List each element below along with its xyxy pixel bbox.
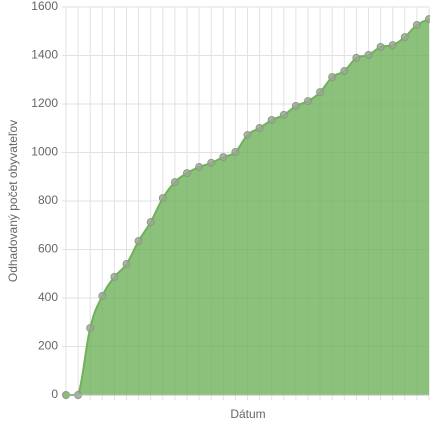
point <box>365 52 372 59</box>
y-tick-label: 800 <box>38 193 58 207</box>
point <box>401 34 408 41</box>
x-axis-label: Dátum <box>230 407 265 421</box>
y-tick-label: 400 <box>38 290 58 304</box>
y-tick-label: 200 <box>38 339 58 353</box>
point <box>208 159 215 166</box>
point <box>123 261 130 268</box>
point <box>244 132 251 139</box>
point <box>305 98 312 105</box>
point <box>292 102 299 109</box>
y-tick-label: 1000 <box>31 145 58 159</box>
point <box>256 125 263 132</box>
point <box>426 16 430 23</box>
y-tick-label: 600 <box>38 242 58 256</box>
y-tick-label: 1600 <box>31 0 58 13</box>
point <box>317 89 324 96</box>
point <box>147 219 154 226</box>
point <box>280 111 287 118</box>
y-tick-label: 1200 <box>31 96 58 110</box>
point <box>184 170 191 177</box>
point <box>353 54 360 61</box>
point <box>413 21 420 28</box>
point <box>87 325 94 332</box>
point <box>389 42 396 49</box>
point <box>111 273 118 280</box>
point <box>171 179 178 186</box>
point <box>232 149 239 156</box>
point <box>99 293 106 300</box>
point <box>268 117 275 124</box>
point <box>329 74 336 81</box>
y-tick-label: 1400 <box>31 48 58 62</box>
point <box>377 44 384 51</box>
y-axis-label: Odhadovaný počet obyvateľov <box>6 120 20 282</box>
point <box>341 68 348 75</box>
point <box>220 154 227 161</box>
y-tick-label: 0 <box>51 387 58 401</box>
point <box>135 238 142 245</box>
point <box>196 164 203 171</box>
point <box>159 195 166 202</box>
